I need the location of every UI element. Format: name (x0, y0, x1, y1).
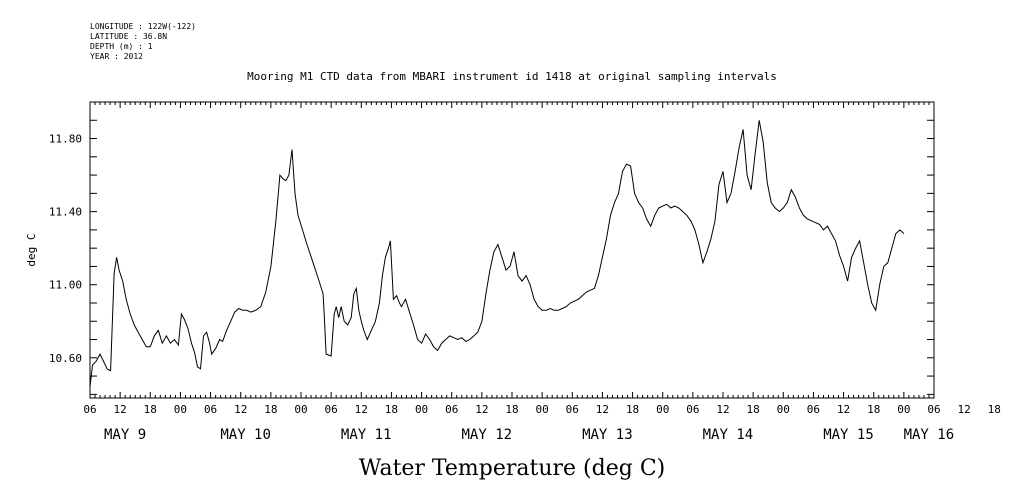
x-tick-label: 06 (83, 403, 96, 416)
day-label: MAY 11 (341, 427, 392, 443)
x-tick-label: 12 (837, 403, 850, 416)
y-tick-label: 11.40 (49, 206, 82, 219)
y-axis: 10.60 11.00 11.40 11.80 (49, 119, 934, 395)
x-tick-label: 12 (355, 403, 368, 416)
x-tick-label: 00 (536, 403, 549, 416)
y-tick-label: 11.80 (49, 133, 82, 146)
metadata-line: LONGITUDE : 122W(-122) (90, 22, 196, 31)
metadata-line: YEAR : 2012 (90, 52, 143, 61)
x-tick-label: 12 (475, 403, 488, 416)
x-tick-label: 12 (234, 403, 247, 416)
x-tick-label: 00 (294, 403, 307, 416)
x-tick-label: 00 (897, 403, 910, 416)
x-tick-label: 00 (656, 403, 669, 416)
y-tick-label: 10.60 (49, 352, 82, 365)
metadata-block: LONGITUDE : 122W(-122) LATITUDE : 36.8N … (90, 22, 196, 61)
x-tick-label: 18 (867, 403, 880, 416)
day-label: MAY 10 (220, 427, 271, 443)
metadata-line: DEPTH (m) : 1 (90, 42, 153, 51)
x-tick-label: 12 (716, 403, 729, 416)
metadata-line: LATITUDE : 36.8N (90, 32, 167, 41)
x-tick-label: 18 (505, 403, 518, 416)
day-label: MAY 13 (582, 427, 633, 443)
x-tick-label: 12 (958, 403, 971, 416)
x-tick-label: 18 (988, 403, 1001, 416)
y-tick-label: 11.00 (49, 279, 82, 292)
minor-ticks (89, 102, 935, 398)
day-label: MAY 16 (904, 427, 955, 443)
day-label: MAY 14 (703, 427, 754, 443)
bottom-title: Water Temperature (deg C) (359, 456, 666, 481)
x-tick-label: 18 (264, 403, 277, 416)
x-tick-label: 06 (445, 403, 458, 416)
day-label: MAY 9 (104, 427, 146, 443)
day-label: MAY 15 (823, 427, 874, 443)
x-tick-label: 12 (596, 403, 609, 416)
x-tick-label: 00 (415, 403, 428, 416)
x-tick-label: 00 (777, 403, 790, 416)
day-label: MAY 12 (461, 427, 512, 443)
day-labels: MAY 9 MAY 10 MAY 11 MAY 12 MAY 13 MAY 14 MAY 1… (104, 427, 954, 443)
x-tick-label: 18 (144, 403, 157, 416)
x-tick-label: 06 (566, 403, 579, 416)
x-tick-label: 06 (204, 403, 217, 416)
y-axis-label: deg C (25, 233, 38, 266)
chart-title: Mooring M1 CTD data from MBARI instrumen… (247, 70, 777, 83)
x-axis: 06 12 18 00 06 12 18 00 06 12 18 00 06 12 18 00 06 12 18 00… (83, 403, 1001, 416)
x-tick-label: 06 (927, 403, 940, 416)
x-tick-label: 18 (626, 403, 639, 416)
series-line (89, 120, 905, 388)
x-tick-label: 18 (747, 403, 760, 416)
x-tick-label: 00 (174, 403, 187, 416)
x-tick-label: 06 (686, 403, 699, 416)
x-tick-label: 06 (325, 403, 338, 416)
x-tick-label: 06 (807, 403, 820, 416)
plot-frame (89, 101, 935, 399)
x-tick-label: 18 (385, 403, 398, 416)
x-tick-label: 12 (114, 403, 127, 416)
